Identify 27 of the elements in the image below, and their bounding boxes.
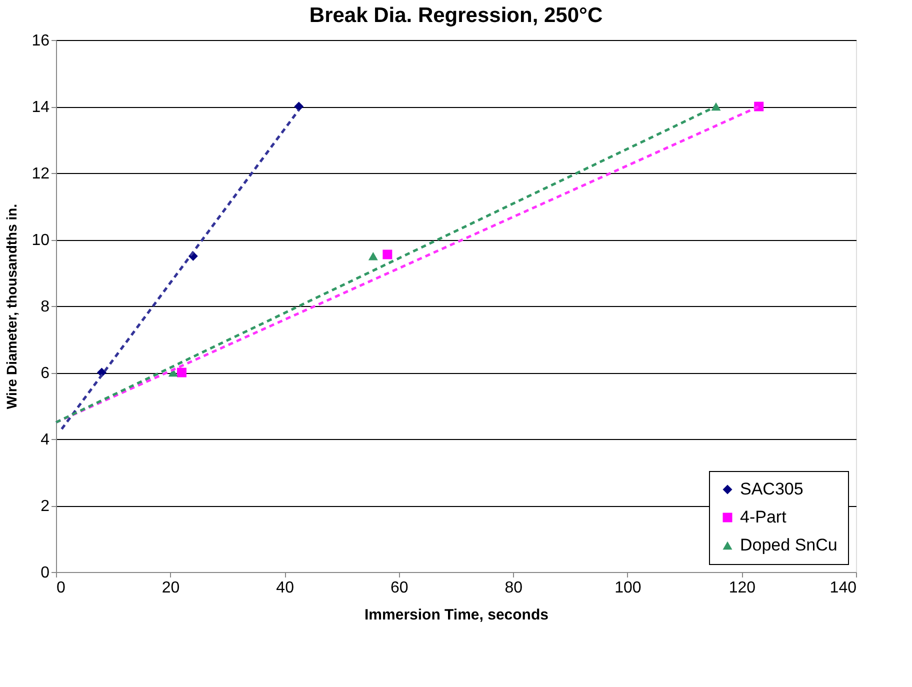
x-tick-label: 120: [728, 580, 756, 596]
legend-label: 4-Part: [740, 508, 787, 526]
y-tick-label: 12: [32, 166, 50, 182]
point: [382, 250, 392, 260]
y-tick-label: 6: [40, 365, 50, 382]
x-tick-label: 0: [56, 580, 66, 596]
y-axis-title: Wire Diameter, thousandths in.: [4, 204, 20, 410]
y-tick-label: 2: [40, 498, 50, 515]
x-tick-label: 80: [504, 580, 523, 596]
legend-label: SAC305: [740, 480, 804, 498]
point: [294, 102, 304, 112]
legend-label: Doped SnCu: [740, 536, 838, 554]
y-tick-label: 4: [40, 432, 50, 448]
chart-title: Break Dia. Regression, 250°C: [309, 4, 603, 27]
x-tick-label: 20: [162, 580, 180, 596]
point: [176, 368, 186, 378]
y-tick-label: 14: [32, 99, 50, 116]
y-tick-label: 16: [32, 32, 50, 50]
x-tick-label: 60: [390, 580, 408, 596]
y-tick-label: 10: [32, 232, 50, 249]
y-tick-label: 8: [40, 298, 50, 316]
y-tick-label: 0: [40, 564, 50, 582]
x-tick-label: 100: [614, 580, 642, 596]
x-axis-title: Immersion Time, seconds: [364, 606, 548, 624]
x-tick-label: 40: [276, 580, 294, 596]
x-tick-label: 140: [830, 580, 857, 596]
point: [368, 252, 378, 260]
